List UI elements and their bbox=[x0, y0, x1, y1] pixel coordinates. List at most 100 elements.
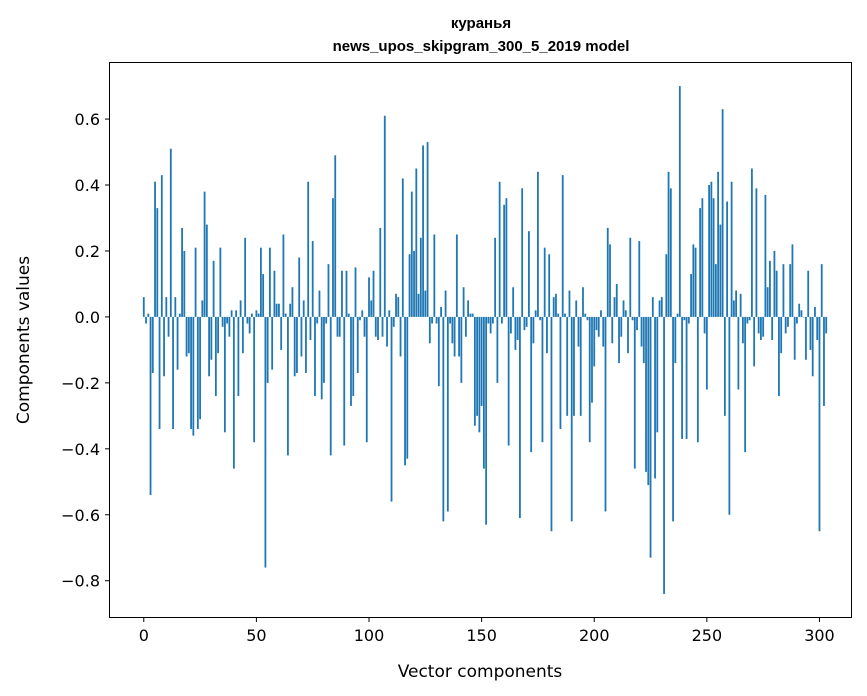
bar-206 bbox=[606, 227, 609, 317]
bar-196 bbox=[584, 313, 587, 317]
bar-209 bbox=[613, 297, 616, 317]
bar-98 bbox=[363, 316, 366, 337]
bar-290 bbox=[796, 316, 798, 324]
bar-186 bbox=[561, 175, 564, 317]
bar-188 bbox=[566, 316, 569, 416]
bar-175 bbox=[537, 171, 539, 317]
bar-257 bbox=[721, 109, 724, 317]
bar-166 bbox=[516, 316, 519, 340]
bar-250 bbox=[705, 316, 708, 390]
bar-133 bbox=[442, 316, 445, 522]
bar-248 bbox=[701, 198, 704, 317]
bar-70 bbox=[300, 316, 303, 357]
bar-190 bbox=[570, 316, 573, 522]
bar-203 bbox=[600, 310, 602, 317]
bar-282 bbox=[778, 316, 780, 397]
bar-242 bbox=[687, 316, 690, 324]
bar-182 bbox=[552, 297, 555, 317]
bar-140 bbox=[458, 316, 460, 357]
bar-172 bbox=[530, 316, 533, 453]
bar-12 bbox=[169, 148, 172, 317]
bar-47 bbox=[248, 316, 251, 334]
bar-72 bbox=[305, 316, 307, 373]
bar-239 bbox=[681, 316, 683, 439]
bar-129 bbox=[433, 234, 436, 317]
bar-131 bbox=[437, 316, 440, 387]
bar-117 bbox=[406, 316, 409, 459]
bar-181 bbox=[550, 316, 553, 532]
bar-44 bbox=[241, 316, 244, 354]
bar-87 bbox=[338, 316, 341, 337]
bar-256 bbox=[719, 224, 722, 317]
bar-270 bbox=[751, 168, 753, 317]
bar-220 bbox=[638, 241, 641, 317]
bar-68 bbox=[296, 316, 298, 373]
bar-143 bbox=[464, 316, 467, 337]
bar-215 bbox=[627, 316, 629, 354]
bar-294 bbox=[805, 316, 807, 360]
x-tick-label: 200 bbox=[579, 626, 610, 645]
bar-158 bbox=[498, 181, 501, 317]
bar-183 bbox=[555, 293, 557, 317]
bar-167 bbox=[519, 316, 521, 519]
bar-150 bbox=[480, 316, 483, 406]
bar-297 bbox=[811, 316, 814, 377]
bar-204 bbox=[602, 316, 605, 347]
bar-66 bbox=[291, 287, 294, 317]
bar-18 bbox=[183, 250, 186, 317]
bar-302 bbox=[823, 316, 825, 406]
bar-86 bbox=[336, 316, 339, 337]
bar-222 bbox=[642, 316, 645, 364]
bar-263 bbox=[735, 290, 738, 317]
bar-15 bbox=[176, 316, 179, 370]
bar-148 bbox=[476, 316, 479, 416]
bar-268 bbox=[746, 316, 749, 324]
bar-53 bbox=[262, 274, 265, 317]
bar-247 bbox=[699, 208, 701, 317]
bar-298 bbox=[814, 307, 816, 317]
bar-105 bbox=[379, 227, 382, 317]
bar-201 bbox=[595, 316, 598, 331]
bar-61 bbox=[280, 316, 283, 350]
bar-69 bbox=[298, 257, 301, 317]
bar-144 bbox=[467, 300, 470, 317]
bar-193 bbox=[577, 316, 580, 347]
bar-10 bbox=[165, 297, 168, 317]
bar-174 bbox=[534, 310, 537, 317]
bar-269 bbox=[748, 316, 751, 321]
bar-244 bbox=[692, 244, 695, 317]
y-tick-label: 0.6 bbox=[75, 110, 100, 129]
bar-124 bbox=[422, 145, 424, 317]
bar-238 bbox=[678, 86, 681, 317]
x-axis-ticks: 0 50 100 150 200 250 300 bbox=[139, 617, 835, 645]
bar-246 bbox=[696, 316, 699, 443]
bar-218 bbox=[633, 316, 636, 469]
bar-252 bbox=[710, 181, 713, 317]
bar-210 bbox=[615, 283, 618, 317]
bar-265 bbox=[739, 293, 742, 317]
bar-278 bbox=[769, 260, 771, 317]
bar-155 bbox=[491, 316, 494, 324]
bar-114 bbox=[399, 316, 402, 357]
bar-194 bbox=[579, 316, 582, 416]
bar-213 bbox=[622, 300, 625, 317]
bar-240 bbox=[683, 316, 686, 321]
bar-134 bbox=[444, 290, 447, 317]
x-tick-label: 0 bbox=[139, 626, 149, 645]
bar-274 bbox=[760, 316, 762, 340]
bar-29 bbox=[208, 316, 210, 377]
bar-276 bbox=[764, 194, 767, 317]
bar-216 bbox=[629, 237, 632, 317]
bar-271 bbox=[753, 316, 756, 367]
bar-127 bbox=[428, 316, 431, 344]
bar-139 bbox=[455, 234, 458, 317]
bar-74 bbox=[309, 316, 312, 340]
bar-22 bbox=[192, 316, 195, 436]
bar-241 bbox=[685, 316, 688, 439]
bar-75 bbox=[311, 241, 314, 317]
bar-142 bbox=[462, 287, 465, 317]
bar-279 bbox=[771, 316, 774, 340]
bar-151 bbox=[482, 316, 485, 469]
bar-291 bbox=[798, 303, 801, 317]
bar-214 bbox=[624, 310, 627, 317]
